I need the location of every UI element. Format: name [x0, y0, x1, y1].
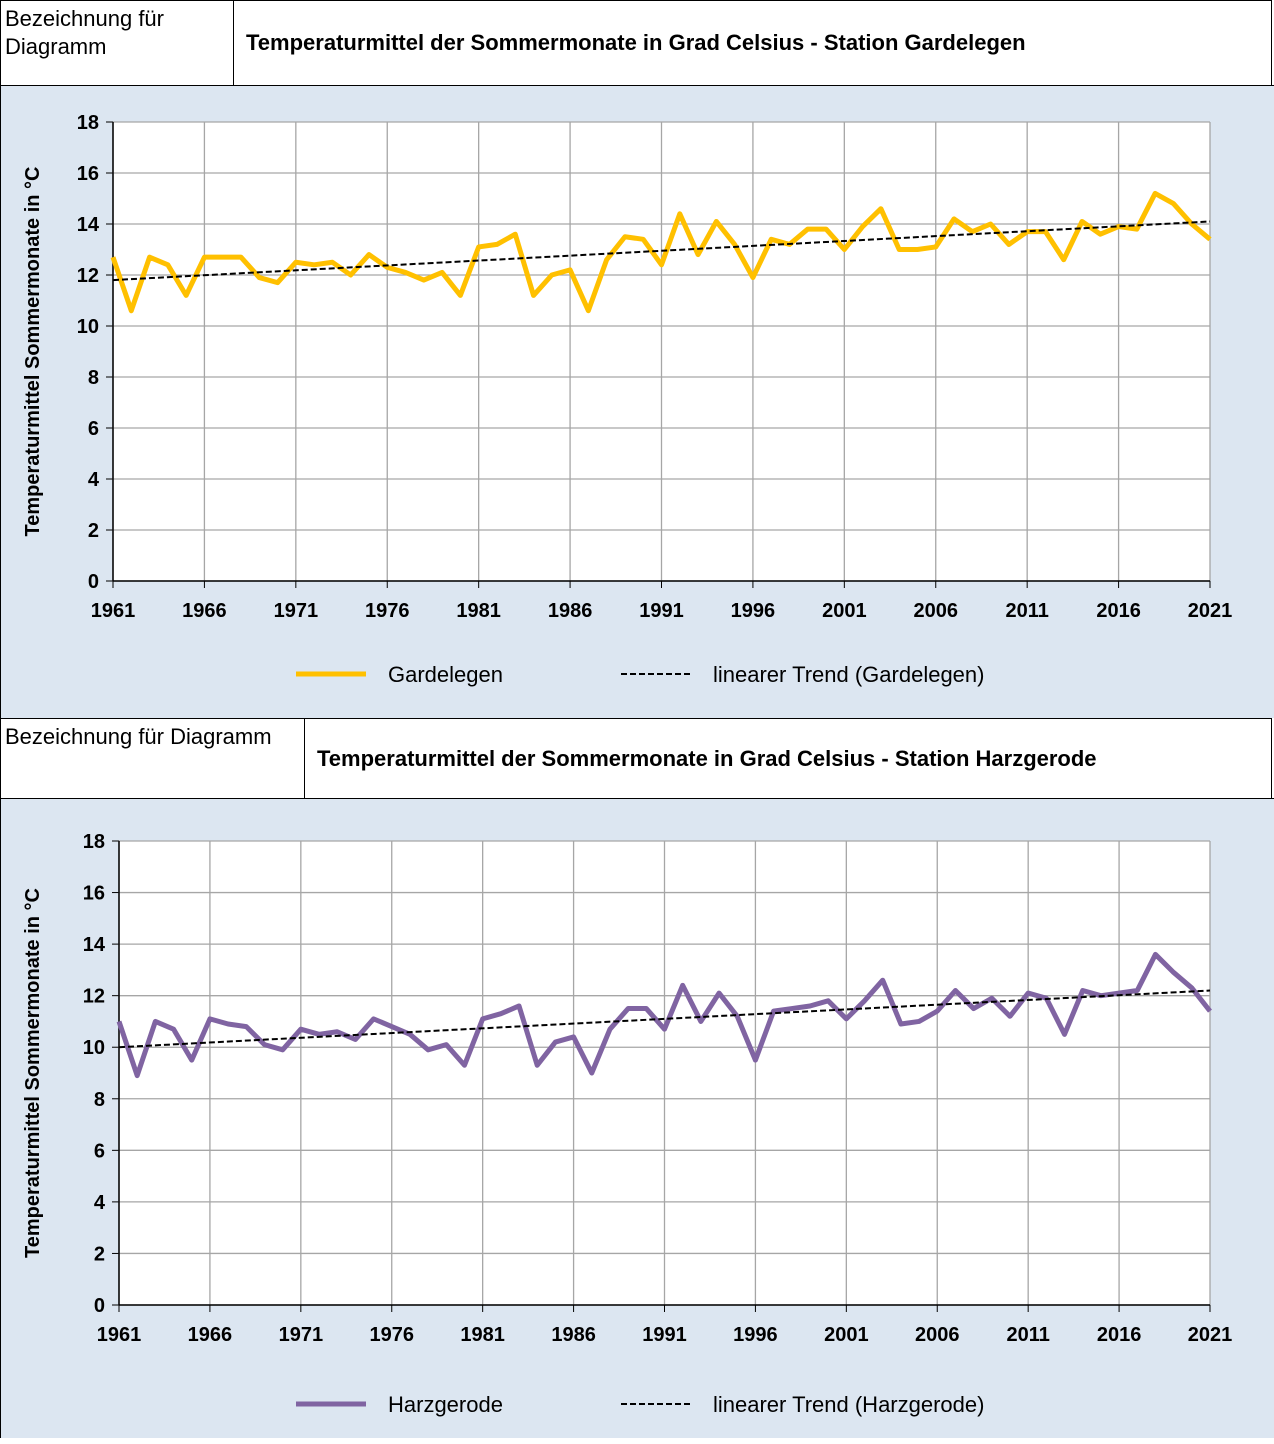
- y-tick-label: 14: [77, 214, 100, 236]
- trend-line: [112, 220, 1211, 282]
- legend-label: Harzgerode: [388, 1392, 503, 1417]
- header: Bezeichnung für Diagramm Temperaturmitte…: [0, 0, 1272, 85]
- chart-area: 0 2 4 6 8 10 12 14 16 18 1961 1966 1971 1976 1981 1986 1…: [0, 85, 1274, 718]
- y-axis-label: Temperaturmittel Sommermonate in °C: [22, 888, 44, 1258]
- x-tick-label: 1961: [97, 1324, 142, 1346]
- y-tick-label: 10: [83, 1037, 105, 1059]
- x-tick-label: 1991: [639, 600, 684, 622]
- y-tick-label: 4: [88, 469, 100, 491]
- y-tick-label: 4: [94, 1192, 106, 1214]
- x-tick-label: 2001: [824, 1324, 869, 1346]
- chart-title: Temperaturmittel der Sommermonate in Gra…: [317, 745, 1097, 771]
- x-tick-label: 1971: [279, 1324, 324, 1346]
- y-tick-label: 16: [83, 883, 105, 905]
- data-line: [110, 190, 1212, 314]
- y-tick-label: 6: [94, 1140, 105, 1162]
- x-tick-label: 2011: [1005, 600, 1048, 622]
- y-tick-label: 2: [94, 1243, 105, 1265]
- y-tick-label: 12: [83, 986, 105, 1008]
- x-tick-label: 1986: [548, 600, 593, 622]
- x-tick-label: 2006: [915, 1324, 960, 1346]
- y-tick-label: 12: [77, 265, 99, 287]
- y-tick-label: 18: [83, 831, 105, 853]
- x-tick-label: 1996: [731, 600, 776, 622]
- x-tick-label: 1966: [182, 600, 227, 622]
- chart-title: Temperaturmittel der Sommermonate in Gra…: [246, 30, 1026, 55]
- x-tick-label: 1976: [365, 600, 410, 622]
- y-tick-label: 8: [88, 367, 99, 389]
- header-label: Bezeichnung für Diagramm: [1, 719, 305, 798]
- x-tick-label: 2016: [1096, 600, 1141, 622]
- x-tick-label: 2001: [822, 600, 867, 622]
- legend-label: Gardelegen: [388, 662, 503, 687]
- trend-line: [118, 989, 1211, 1049]
- y-tick-label: 16: [77, 163, 99, 185]
- x-tick-label: 1966: [188, 1324, 233, 1346]
- x-tick-label: 2021: [1188, 600, 1233, 622]
- x-tick-label: 1976: [370, 1324, 415, 1346]
- x-tick-label: 2016: [1097, 1324, 1142, 1346]
- chart-area: 0 2 4 6 8 10 12 14 16 18 1961 1966 1971 1976 1981 1986 1…: [0, 798, 1274, 1438]
- data-line: [116, 951, 1212, 1079]
- legend-label: linearer Trend (Harzgerode): [713, 1392, 984, 1417]
- chart: 0 2 4 6 8 10 12 14 16 18 1961 1966 1971 1976 1981 1986 1…: [22, 112, 1233, 687]
- x-tick-label: 1971: [274, 600, 319, 622]
- y-tick-label: 0: [94, 1295, 105, 1317]
- y-axis-label: Temperaturmittel Sommermonate in °C: [22, 167, 44, 537]
- y-tick-label: 10: [77, 316, 99, 338]
- y-tick-label: 6: [88, 418, 99, 440]
- header: Bezeichnung für Diagramm Temperaturmitte…: [0, 718, 1272, 798]
- y-tick-label: 18: [77, 112, 99, 134]
- y-tick-label: 8: [94, 1089, 105, 1111]
- x-tick-label: 1981: [460, 1324, 505, 1346]
- x-tick-label: 2006: [914, 600, 959, 622]
- header-label: Bezeichnung für Diagramm: [1, 1, 234, 85]
- y-tick-label: 0: [88, 571, 99, 593]
- x-tick-label: 1981: [456, 600, 501, 622]
- chart: 0 2 4 6 8 10 12 14 16 18 1961 1966 1971 1976 1981 1986 1…: [22, 831, 1233, 1417]
- x-tick-label: 1986: [551, 1324, 596, 1346]
- x-tick-label: 2021: [1188, 1324, 1233, 1346]
- x-tick-label: 1996: [733, 1324, 778, 1346]
- y-tick-label: 14: [83, 934, 106, 956]
- x-tick-label: 1961: [91, 600, 136, 622]
- x-tick-label: 1991: [642, 1324, 687, 1346]
- legend-label: linearer Trend (Gardelegen): [713, 662, 984, 687]
- y-tick-label: 2: [88, 520, 99, 542]
- x-tick-label: 2011: [1006, 1324, 1049, 1346]
